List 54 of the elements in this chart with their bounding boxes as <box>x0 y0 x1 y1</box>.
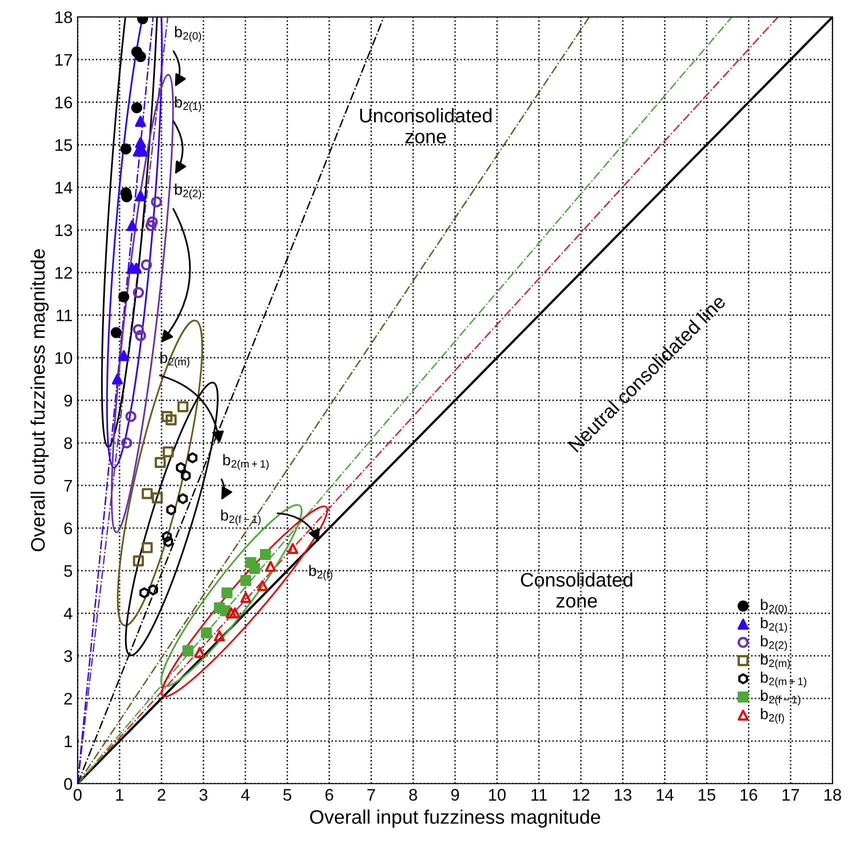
y-tick-label: 8 <box>64 437 72 450</box>
annotation: b$_{2(f)}$ <box>309 564 332 581</box>
y-tick-label: 9 <box>64 394 72 407</box>
annotation: b$_{2(m+1)}$ <box>223 454 269 470</box>
legend-label: b$_{2(f)}$ <box>760 708 784 724</box>
y-tick-label: 2 <box>64 692 72 704</box>
y-tick-label: 1 <box>64 736 72 748</box>
x-tick-label: 7 <box>367 789 375 801</box>
annotation: Unconsolidated zone <box>360 108 492 144</box>
y-tick-label: 5 <box>64 565 72 577</box>
legend-label: b$_{2(f−1)}$ <box>760 690 800 706</box>
x-tick-label: 10 <box>489 788 506 801</box>
y-tick-label: 4 <box>64 608 72 620</box>
y-axis-title: Overall output fuzziness magnitude <box>30 249 49 552</box>
y-tick-label: 18 <box>55 11 72 24</box>
x-tick-label: 5 <box>283 789 292 801</box>
y-tick-label: 12 <box>55 266 72 279</box>
x-tick-label: 0 <box>74 788 82 801</box>
legend-label: b$_{2(0)}$ <box>760 598 787 615</box>
y-tick-label: 11 <box>56 310 72 322</box>
y-tick-label: 10 <box>55 352 72 364</box>
x-tick-label: 11 <box>532 789 547 801</box>
y-tick-label: 14 <box>55 182 72 194</box>
x-tick-label: 18 <box>824 788 842 801</box>
legend-label: b$_{2(m)}$ <box>760 653 790 670</box>
x-tick-label: 8 <box>409 788 418 801</box>
y-tick-label: 3 <box>64 650 72 662</box>
x-tick-label: 4 <box>241 789 250 801</box>
x-tick-label: 2 <box>158 788 166 801</box>
x-tick-label: 13 <box>614 788 632 801</box>
x-tick-label: 1 <box>116 789 124 801</box>
y-tick-label: 7 <box>64 480 72 492</box>
y-tick-label: 15 <box>55 139 72 151</box>
legend-label: b$_{2(m+1)}$ <box>760 672 806 688</box>
legend-label: b$_{2(2)}$ <box>760 635 787 651</box>
x-axis-title: Overall input fuzziness magnitude <box>310 810 600 828</box>
x-tick-label: 17 <box>782 789 800 801</box>
y-tick-label: 16 <box>55 96 72 108</box>
x-tick-label: 3 <box>199 788 208 801</box>
x-tick-label: 15 <box>698 789 716 801</box>
x-tick-label: 14 <box>656 789 674 801</box>
x-tick-label: 16 <box>740 788 758 801</box>
y-tick-label: 13 <box>55 224 72 236</box>
y-tick-label: 0 <box>64 778 72 790</box>
y-tick-label: 6 <box>64 522 72 534</box>
annotation: b$_{2(2)}$ <box>175 184 202 200</box>
annotation: b$_{2(1)}$ <box>175 96 202 112</box>
y-tick-label: 17 <box>55 54 72 66</box>
x-tick-label: 6 <box>325 788 334 801</box>
annotation: Consolidated zone <box>520 572 632 608</box>
x-tick-label: 9 <box>451 788 459 801</box>
annotation: b$_{2(0)}$ <box>175 26 202 42</box>
x-tick-label: 12 <box>572 788 590 801</box>
legend-label: b$_{2(1)}$ <box>760 617 787 633</box>
